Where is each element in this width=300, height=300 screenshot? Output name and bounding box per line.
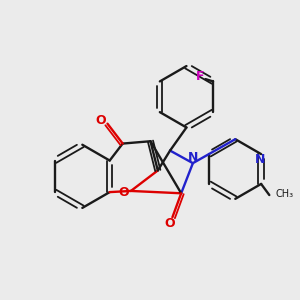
Text: N: N xyxy=(254,153,265,167)
Text: N: N xyxy=(188,152,199,164)
Text: F: F xyxy=(196,70,204,83)
Text: O: O xyxy=(96,114,106,127)
Text: CH₃: CH₃ xyxy=(276,190,294,200)
Text: O: O xyxy=(164,217,175,230)
Text: O: O xyxy=(118,186,129,199)
